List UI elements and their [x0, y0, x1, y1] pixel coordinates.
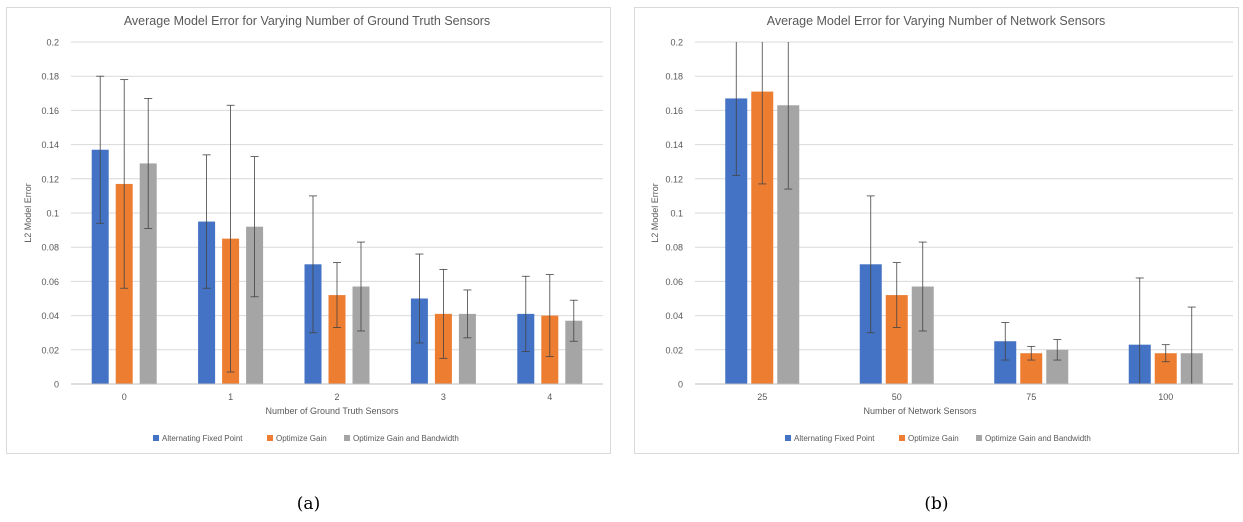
y-tick-label: 0.14: [665, 140, 683, 150]
y-tick-label: 0.16: [41, 106, 59, 116]
chart-panel-b: Average Model Error for Varying Number o…: [634, 7, 1239, 454]
chart-network-sensors: Average Model Error for Varying Number o…: [650, 14, 1233, 443]
legend-swatch: [153, 435, 159, 441]
bar: [352, 286, 370, 384]
bar: [91, 149, 109, 384]
y-tick-label: 0.02: [41, 345, 59, 355]
x-tick-label: 0: [122, 392, 127, 402]
legend-swatch: [267, 435, 273, 441]
x-tick-label: 25: [757, 392, 767, 402]
y-tick-label: 0.2: [46, 38, 59, 48]
y-tick-label: 0.08: [41, 243, 59, 253]
y-axis-label: L2 Model Error: [650, 183, 660, 243]
x-axis-label: Number of Ground Truth Sensors: [265, 406, 399, 416]
legend-label: Optimize Gain: [276, 434, 327, 443]
bar: [911, 286, 934, 384]
legend-swatch: [976, 435, 982, 441]
x-tick-label: 3: [441, 392, 446, 402]
y-tick-label: 0.18: [665, 72, 683, 82]
legend-swatch: [785, 435, 791, 441]
y-tick-label: 0.12: [41, 174, 59, 184]
bar: [994, 341, 1017, 384]
x-tick-label: 75: [1026, 392, 1036, 402]
x-tick-label: 2: [334, 392, 339, 402]
legend-label: Optimize Gain and Bandwidth: [985, 434, 1091, 443]
chart-panel-a: Average Model Error for Varying Number o…: [6, 7, 611, 454]
y-tick-label: 0.1: [46, 209, 59, 219]
x-tick-label: 4: [547, 392, 552, 402]
bar: [139, 163, 157, 384]
chart-title: Average Model Error for Varying Number o…: [767, 14, 1106, 28]
caption-b: (b): [924, 494, 949, 514]
bar: [565, 320, 583, 384]
bar: [458, 313, 476, 384]
y-tick-label: 0.08: [665, 243, 683, 253]
y-tick-label: 0.18: [41, 72, 59, 82]
bar: [246, 226, 264, 384]
y-tick-label: 0: [678, 380, 683, 390]
bar: [198, 221, 216, 384]
y-tick-label: 0.06: [665, 277, 683, 287]
y-tick-label: 0.04: [665, 311, 683, 321]
x-axis-label: Number of Network Sensors: [863, 406, 977, 416]
bar: [1020, 353, 1043, 384]
x-tick-label: 1: [228, 392, 233, 402]
legend-label: Alternating Fixed Point: [794, 434, 875, 443]
bar: [777, 105, 800, 385]
bar: [725, 98, 748, 385]
bar: [1046, 349, 1069, 384]
y-tick-label: 0: [54, 380, 59, 390]
legend-label: Alternating Fixed Point: [162, 434, 243, 443]
y-axis-label: L2 Model Error: [23, 183, 33, 243]
y-tick-label: 0.04: [41, 311, 59, 321]
y-tick-label: 0.14: [41, 140, 59, 150]
y-tick-label: 0.06: [41, 277, 59, 287]
chart-ground-truth-sensors: Average Model Error for Varying Number o…: [23, 14, 603, 443]
y-tick-label: 0.12: [665, 174, 683, 184]
legend-swatch: [344, 435, 350, 441]
y-tick-label: 0.2: [670, 38, 683, 48]
chart-title: Average Model Error for Varying Number o…: [124, 14, 490, 28]
legend-label: Optimize Gain: [908, 434, 959, 443]
y-tick-label: 0.1: [670, 209, 683, 219]
x-tick-label: 100: [1158, 392, 1173, 402]
bar: [885, 295, 908, 384]
bar: [328, 295, 346, 384]
legend-label: Optimize Gain and Bandwidth: [353, 434, 459, 443]
y-tick-label: 0.02: [665, 345, 683, 355]
x-tick-label: 50: [892, 392, 902, 402]
y-tick-label: 0.16: [665, 106, 683, 116]
caption-a: (a): [296, 494, 321, 514]
bar: [751, 91, 774, 384]
bar: [1154, 353, 1177, 384]
legend-swatch: [899, 435, 905, 441]
